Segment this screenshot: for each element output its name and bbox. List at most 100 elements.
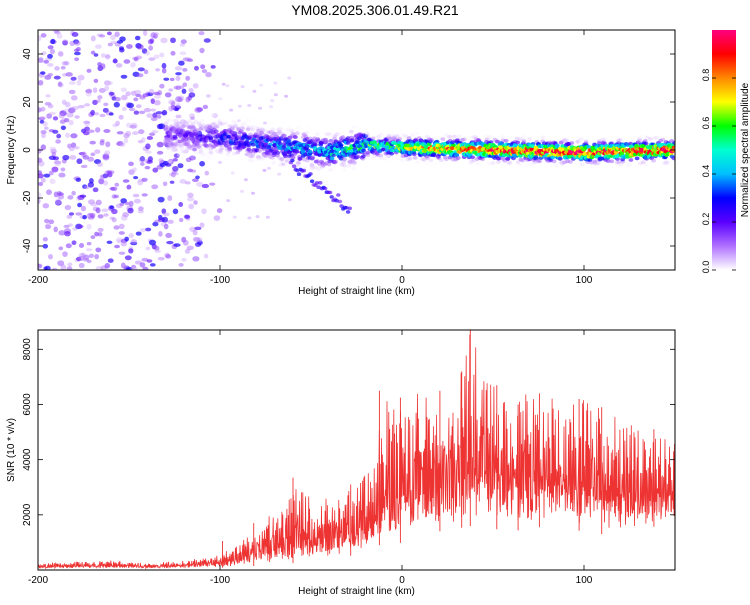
spectrogram-cell	[185, 142, 191, 147]
spectrogram-cell	[420, 157, 426, 162]
spectrogram-cell	[643, 141, 649, 146]
spectrogram-cell	[185, 140, 191, 145]
spectrogram-cell	[267, 166, 271, 170]
spectrogram-cell	[84, 126, 90, 132]
spectrogram-cell	[471, 158, 477, 163]
spectrogram-cell	[188, 88, 194, 93]
spectrogram-cell	[69, 146, 75, 152]
colorbar-tick-label: 0.6	[701, 117, 711, 130]
spectrogram-cell	[114, 96, 121, 102]
spectrogram-cell	[49, 178, 56, 185]
spectrogram-cell	[164, 92, 172, 98]
spectrogram-cell	[515, 160, 521, 165]
spectrogram-cell	[45, 94, 51, 98]
spectrogram-cell	[60, 264, 67, 270]
spectrogram-cell	[323, 186, 328, 191]
spectrogram-cell	[47, 53, 53, 59]
spectrogram-cell	[173, 118, 179, 123]
spectrogram-cell	[177, 97, 183, 103]
spectrogram-cell	[341, 163, 347, 168]
spectrogram-cell	[85, 248, 93, 252]
spectrogram-cell	[74, 57, 80, 62]
spectrogram-cell	[139, 228, 146, 233]
spectrogram-cell	[159, 83, 165, 89]
spectrogram-cell	[304, 130, 310, 135]
spectrogram-cell	[90, 214, 96, 219]
spectrogram-cell	[444, 157, 449, 162]
spectrogram-cell	[273, 93, 278, 97]
spectrogram-cell	[170, 142, 176, 146]
spectrogram-cell	[418, 138, 424, 143]
spectrogram-cell	[296, 160, 301, 165]
spectrogram-cell	[352, 160, 357, 165]
spectrogram-cell	[42, 121, 48, 127]
spectrogram-cell	[115, 120, 120, 126]
spectrogram-cell	[38, 263, 43, 269]
spectrogram-cell	[517, 163, 523, 168]
spectrogram-cell	[135, 55, 143, 60]
spectrogram-cell	[59, 110, 67, 117]
spectrogram-cell	[283, 154, 288, 159]
spectrogram-cell	[335, 132, 341, 136]
spectrogram-cell	[189, 155, 196, 161]
spectrogram-cell	[205, 94, 211, 98]
spectrogram-cell	[553, 163, 559, 168]
spectrogram-cell	[83, 120, 91, 124]
spectrogram-cell	[162, 181, 168, 187]
spectrogram-cell	[201, 183, 210, 189]
spectrogram-cell	[507, 161, 513, 165]
spectrogram-cell	[211, 113, 218, 119]
spectrogram-cell	[71, 106, 79, 110]
spectrogram-cell	[560, 162, 566, 166]
spectrogram-cell	[568, 160, 573, 164]
spectrogram-cell	[172, 134, 178, 139]
spectrogram-cell	[287, 150, 292, 154]
spectrogram-cell	[128, 200, 134, 207]
spectrogram-cell	[231, 119, 237, 124]
spectrogram-cell	[83, 185, 90, 190]
spectrogram-cell	[71, 190, 76, 196]
spectrogram-cell	[443, 133, 449, 137]
spectrogram-cell	[256, 155, 261, 160]
spectrogram-cell	[158, 158, 164, 162]
spectrogram-cell	[339, 162, 345, 167]
spectrogram-cell	[565, 159, 570, 164]
spectrogram-cell	[97, 232, 103, 237]
spectrogram-cell	[167, 158, 174, 165]
spectrogram-cell	[471, 135, 476, 140]
spectrogram-cell	[143, 69, 149, 75]
spectrogram-cell	[95, 247, 102, 253]
spectrogram-cell	[302, 157, 307, 162]
snr-y-axis-label: SNR (10 * v/v)	[6, 418, 17, 482]
spectrogram-cell	[179, 145, 185, 150]
spectrogram-cell	[163, 121, 169, 126]
spectrogram-cell	[119, 202, 125, 207]
spectrogram-cell	[97, 214, 104, 219]
spectrogram-cell	[49, 146, 57, 152]
spectrogram-cell	[271, 160, 276, 165]
spectrogram-cell	[530, 144, 535, 149]
spectrogram-cell	[491, 164, 497, 169]
spectrogram-cell	[447, 134, 453, 139]
spectrogram-cell	[521, 134, 526, 139]
spectrogram-cell	[175, 75, 181, 82]
spectrogram-cell	[116, 97, 122, 102]
spectrogram-cell	[218, 148, 224, 152]
spectrogram-cell	[208, 151, 214, 156]
spectrogram-cell	[559, 139, 565, 144]
spectrogram-cell	[146, 259, 153, 263]
spectrogram-cell	[320, 164, 325, 169]
spectrogram-cell	[198, 149, 204, 154]
spectrogram-cell	[178, 60, 185, 66]
spectrogram-cell	[100, 63, 106, 70]
spectrogram-cell	[176, 125, 182, 129]
spectrogram-cell	[223, 121, 229, 126]
spectrogram-cell	[265, 215, 270, 219]
spectrogram-cell	[40, 133, 47, 139]
spectrogram-cell	[65, 243, 72, 249]
spectrogram-cell	[94, 149, 101, 154]
spectrogram-cell	[57, 51, 64, 57]
spectrogram-cell	[64, 101, 71, 108]
spectrogram-cell	[200, 64, 206, 70]
spectrogram-cell	[557, 157, 563, 161]
